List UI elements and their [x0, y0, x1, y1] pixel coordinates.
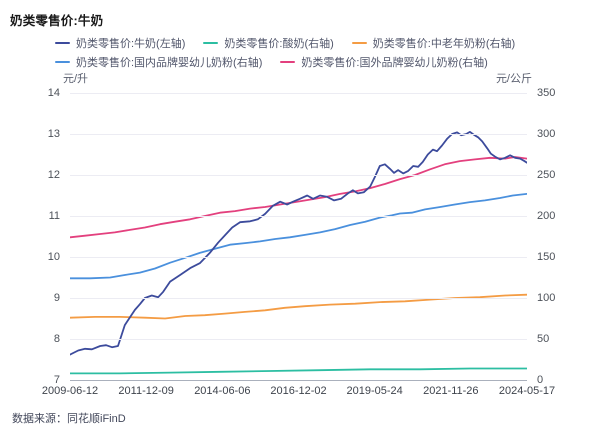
x-axis-tick-label: 2019-05-24 — [346, 385, 403, 397]
legend-item[interactable]: 奶类零售价:国内品牌婴幼儿奶粉(右轴) — [55, 54, 262, 70]
legend-item[interactable]: 奶类零售价:酸奶(右轴) — [203, 35, 334, 51]
legend-item-label: 奶类零售价:酸奶(右轴) — [224, 37, 334, 50]
legend-swatch-line-icon — [280, 60, 296, 63]
right-axis-unit-label: 元/公斤 — [495, 73, 532, 85]
right-axis-tick-label: 200 — [537, 209, 556, 222]
left-axis-tick-label: 9 — [53, 291, 60, 304]
x-axis-tick-label: 2011-12-09 — [118, 385, 174, 397]
gridline — [70, 256, 527, 258]
legend-row: 奶类零售价:牛奶(左轴) 奶类零售价:酸奶(右轴) 奶类零售价:中老年奶粉(右轴) — [55, 33, 575, 52]
legend-item-label: 奶类零售价:国内品牌婴幼儿奶粉(右轴) — [76, 56, 263, 69]
right-axis-tick-label: 50 — [537, 332, 550, 345]
right-axis-tick-label: 300 — [537, 127, 556, 140]
legend-swatch-line-icon — [203, 41, 219, 44]
series-line — [70, 156, 527, 239]
series-line — [70, 293, 527, 320]
legend-swatch-line-icon — [351, 41, 367, 44]
right-axis-tick-label: 350 — [537, 86, 556, 99]
gridline — [70, 92, 527, 94]
right-axis-tick-label: 100 — [537, 291, 556, 304]
gridline — [70, 133, 527, 135]
left-axis-tick-label: 8 — [53, 332, 60, 345]
right-axis-tick-label: 150 — [537, 250, 556, 263]
plot-area — [70, 92, 527, 381]
legend-item-label: 奶类零售价:国外品牌婴幼儿奶粉(右轴) — [301, 56, 488, 69]
gridline — [70, 297, 527, 299]
chart-title: 奶类零售价:牛奶 — [10, 14, 104, 28]
x-axis-tick-label: 2016-12-02 — [270, 385, 327, 397]
gridline — [70, 174, 527, 176]
left-axis-tick-label: 13 — [47, 127, 60, 140]
gridline — [70, 338, 527, 340]
line-chart-canvas — [70, 131, 527, 375]
left-axis-unit-label: 元/升 — [63, 73, 89, 85]
x-axis-tick-label: 2021-11-26 — [423, 385, 479, 397]
left-axis-tick-label: 12 — [47, 168, 60, 181]
left-axis-tick-label: 7 — [53, 373, 60, 386]
x-axis-tick-label: 2014-06-06 — [194, 385, 251, 397]
left-axis-tick-label: 14 — [47, 86, 60, 99]
series-line — [70, 193, 527, 280]
data-source-note: 数据来源：同花顺iFinD — [12, 413, 126, 425]
legend-item[interactable]: 奶类零售价:国外品牌婴幼儿奶粉(右轴) — [280, 54, 488, 70]
left-axis-tick-label: 11 — [48, 209, 60, 222]
series-line — [70, 367, 527, 375]
legend-row: 奶类零售价:国内品牌婴幼儿奶粉(右轴) 奶类零售价:国外品牌婴幼儿奶粉(右轴) — [55, 52, 575, 71]
x-axis-tick-label: 2024-05-17 — [498, 385, 556, 397]
legend-swatch-line-icon — [55, 60, 70, 63]
legend-item[interactable]: 奶类零售价:牛奶(左轴) — [55, 35, 185, 51]
legend-item-label: 奶类零售价:中老年奶粉(右轴) — [372, 37, 516, 50]
legend-item[interactable]: 奶类零售价:中老年奶粉(右轴) — [351, 35, 516, 51]
right-axis-tick-label: 250 — [537, 168, 556, 181]
x-axis-line — [70, 379, 527, 381]
legend-item-label: 奶类零售价:牛奶(左轴) — [76, 37, 186, 50]
series-line — [70, 131, 527, 356]
legend: 奶类零售价:牛奶(左轴) 奶类零售价:酸奶(右轴) 奶类零售价:中老年奶粉(右轴) … — [55, 33, 575, 71]
gridline — [70, 215, 527, 217]
x-axis-tick-label: 2009-06-12 — [41, 385, 99, 397]
left-axis-tick-label: 10 — [47, 250, 60, 263]
legend-swatch-line-icon — [55, 41, 70, 44]
right-axis-tick-label: 0 — [537, 373, 544, 386]
